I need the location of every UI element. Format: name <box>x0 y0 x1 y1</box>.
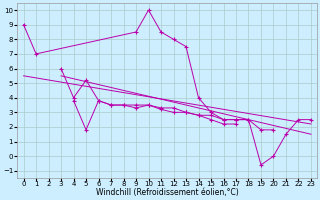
X-axis label: Windchill (Refroidissement éolien,°C): Windchill (Refroidissement éolien,°C) <box>96 188 239 197</box>
